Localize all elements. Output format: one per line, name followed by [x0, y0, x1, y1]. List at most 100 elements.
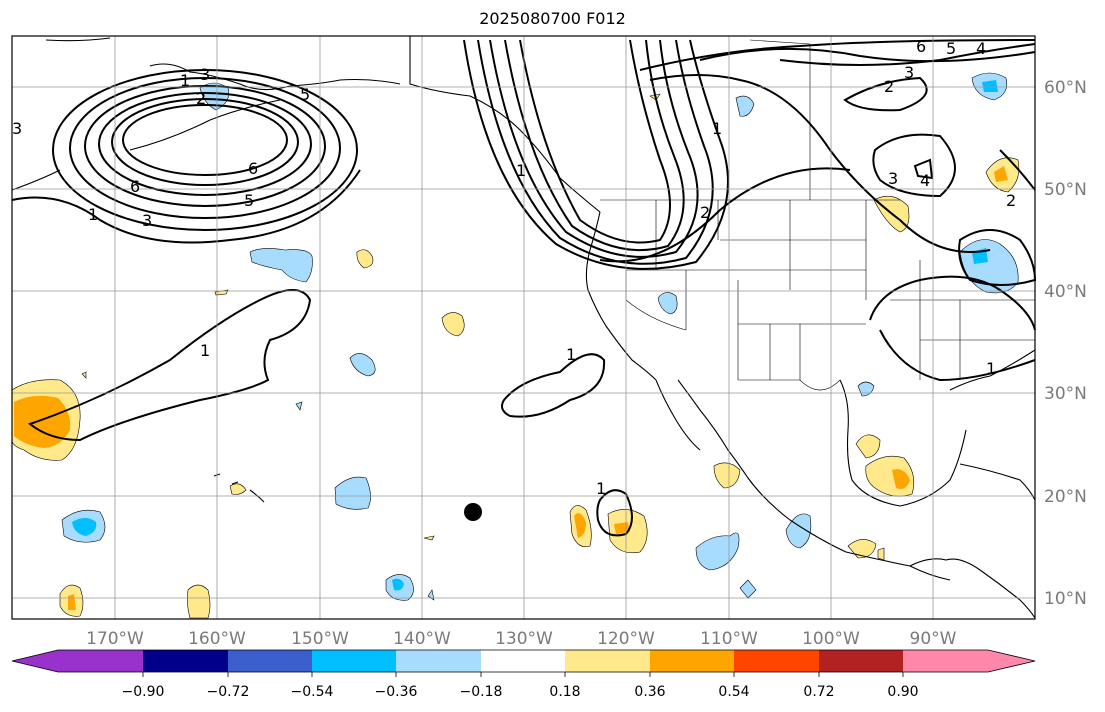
contour-label: 1	[88, 205, 98, 224]
contour-label: 1	[596, 479, 606, 498]
colorbar-segment	[565, 650, 650, 672]
neg-anomaly-blob	[657, 292, 678, 315]
colorbar-tick-label: 0.36	[634, 684, 665, 700]
lat-tick-label: 50°N	[1044, 180, 1087, 200]
map-frame	[11, 35, 1036, 620]
colorbar-tick-label: 0.90	[887, 684, 918, 700]
lon-tick-label: 170°W	[86, 629, 144, 649]
contour-label: 1	[200, 341, 210, 360]
contour-label: 3	[200, 65, 210, 84]
pos-anomaly-blob	[81, 371, 87, 379]
colorbar-segment	[143, 650, 228, 672]
contour-label: 1	[986, 359, 996, 378]
colorbar-outline	[11, 649, 1036, 673]
contour-labels: 1 2 3 5 6 1 3 6 5 3 1 1 1 2 1 1 3 4 2 6 …	[12, 37, 1016, 498]
colorbar-segment	[481, 650, 566, 672]
point-marker	[464, 503, 482, 521]
colorbar-segment	[650, 650, 735, 672]
contour-label: 5	[946, 39, 956, 58]
contour-label: 6	[248, 159, 258, 178]
contour-label: 4	[920, 171, 930, 190]
colorbar-tick-label: 0.72	[803, 684, 834, 700]
contour-label: 3	[888, 169, 898, 188]
pos-anomaly-blob	[892, 469, 910, 489]
colorbar-segment	[312, 650, 397, 672]
pos-anomaly-blob	[229, 483, 247, 495]
pos-anomaly-blob	[441, 312, 465, 337]
colorbar-segment	[903, 650, 989, 672]
colorbar-segment	[988, 650, 1035, 672]
neg-anomaly-blob	[349, 353, 376, 377]
lon-axis: 170°W 160°W 150°W 140°W 130°W 120°W 110°…	[86, 629, 957, 649]
colorbar-segment	[819, 650, 904, 672]
colorbar-segment	[734, 650, 819, 672]
neg-anomaly-blob	[392, 578, 404, 591]
lon-tick-label: 110°W	[700, 629, 758, 649]
neg-anomaly-blob	[857, 381, 875, 397]
colorbar-segment	[396, 650, 482, 672]
contour-label: 1	[516, 161, 526, 180]
lat-tick-label: 30°N	[1044, 384, 1087, 404]
lon-tick-label: 160°W	[188, 629, 246, 649]
pos-anomaly-blob	[713, 462, 741, 489]
contour-label: 6	[130, 177, 140, 196]
neg-anomaly-blob	[785, 513, 812, 549]
lon-tick-label: 120°W	[597, 629, 655, 649]
colorbar-tick-label: −0.54	[291, 684, 334, 700]
neg-anomaly-blob	[72, 518, 97, 536]
pos-anomaly-blob	[356, 249, 374, 269]
pos-anomaly-blob	[847, 539, 877, 559]
contour-label: 3	[142, 211, 152, 230]
pos-anomaly-blob	[855, 434, 881, 459]
contour-label: 2	[196, 89, 206, 108]
gridlines	[12, 36, 1035, 619]
lon-tick-label: 130°W	[495, 629, 553, 649]
contour-label: 3	[904, 63, 914, 82]
colorbar-segment	[12, 650, 58, 672]
colorbar-tick-label: 0.18	[549, 684, 580, 700]
colorbar-segment	[228, 650, 313, 672]
neg-anomaly-blob	[982, 80, 998, 92]
neg-anomaly-blob	[695, 532, 740, 571]
pos-anomaly-blob	[877, 547, 885, 561]
contour-label: 5	[244, 191, 254, 210]
neg-anomaly-blob	[295, 401, 303, 411]
contour-label: 1	[180, 71, 190, 90]
lat-tick-label: 20°N	[1044, 487, 1087, 507]
pos-anomaly-blob	[423, 535, 435, 541]
contour-label: 1	[566, 345, 576, 364]
pos-anomaly-blob	[14, 395, 71, 448]
contour-label: 4	[976, 39, 986, 58]
colorbar-segment	[58, 650, 144, 672]
map-title: 2025080700 F012	[479, 9, 626, 28]
pos-anomaly-blob	[187, 584, 211, 619]
colorbar-tick-label: −0.72	[207, 684, 250, 700]
lon-tick-label: 150°W	[291, 629, 349, 649]
contour-label: 2	[1006, 191, 1016, 210]
neg-anomaly-blob	[739, 579, 757, 599]
neg-anomaly-blob	[735, 95, 755, 117]
colorbar-tick-label: −0.90	[122, 684, 165, 700]
colorbar: −0.90 −0.72 −0.54 −0.36 −0.18 0.18 0.36 …	[11, 649, 1036, 700]
lon-tick-label: 140°W	[393, 629, 451, 649]
colorbar-tick-label: 0.54	[718, 684, 749, 700]
lon-tick-label: 100°W	[802, 629, 860, 649]
neg-anomaly-blob	[249, 248, 313, 283]
contour-label: 2	[700, 203, 710, 222]
contour-label: 6	[916, 37, 926, 56]
contour-label: 1	[712, 119, 722, 138]
lat-tick-label: 60°N	[1044, 78, 1087, 98]
lat-tick-label: 10°N	[1044, 589, 1087, 609]
contour-label: 3	[12, 119, 22, 138]
colorbar-tick-label: −0.18	[460, 684, 503, 700]
contour-label: 2	[884, 77, 894, 96]
map-panel: 1 2 3 5 6 1 3 6 5 3 1 1 1 2 1 1 3 4 2 6 …	[11, 35, 1037, 620]
lat-tick-label: 40°N	[1044, 282, 1087, 302]
lat-axis: 60°N 50°N 40°N 30°N 20°N 10°N	[1044, 78, 1087, 609]
contour-label: 5	[300, 85, 310, 104]
pos-anomaly-blob	[994, 166, 1008, 182]
pos-anomaly-blob	[574, 513, 586, 538]
shaded-anomalies	[11, 72, 1020, 619]
contours	[11, 39, 1037, 537]
